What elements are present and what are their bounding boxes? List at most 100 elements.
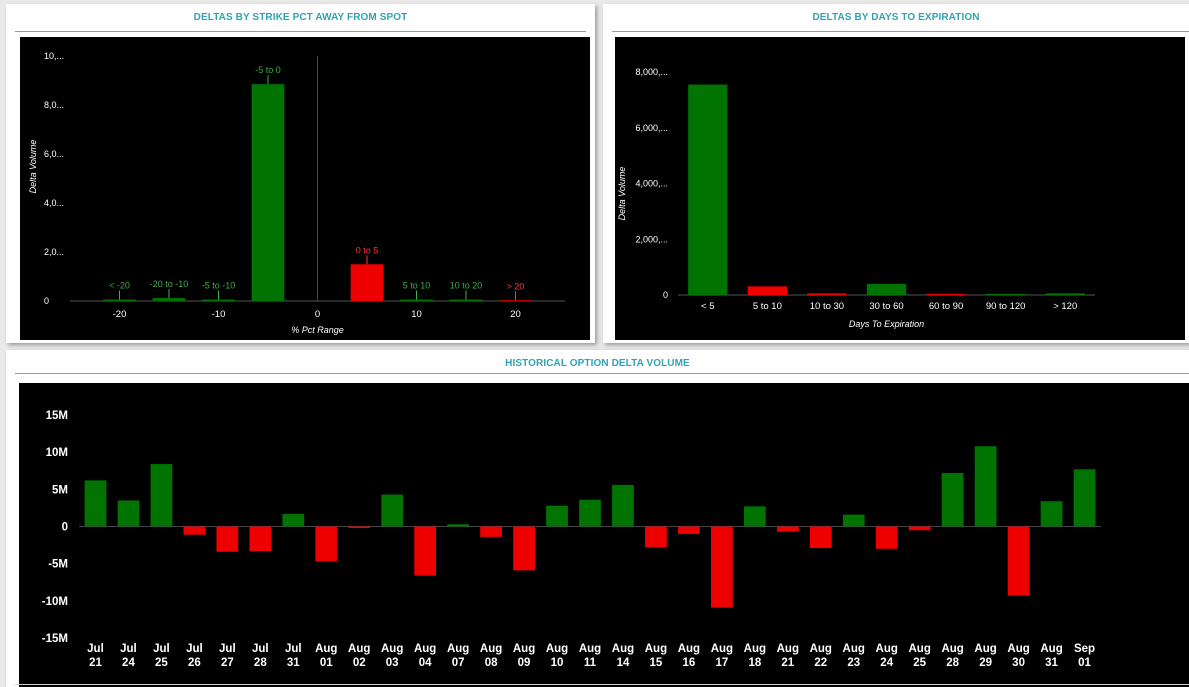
historical-x-tick-label: Aug 22 [810,643,832,669]
historical-x-tick-label: Aug 11 [579,643,601,669]
historical-bar [1073,469,1096,527]
historical-x-tick-day: 21 [89,657,102,669]
historical-bar [381,494,404,527]
strike-bar [202,299,235,301]
historical-x-tick-month: Aug [974,643,996,655]
historical-x-tick-label: Aug 17 [711,643,733,669]
expiration-bar [1045,293,1085,295]
strike-bar [251,84,285,301]
historical-x-tick-label: Aug 24 [876,643,898,669]
historical-bar [1007,526,1030,596]
historical-x-tick-label: Jul 27 [219,643,236,669]
historical-x-tick-day: 31 [287,657,300,669]
historical-bar [743,506,766,527]
historical-x-tick-day: 28 [254,657,267,669]
historical-x-tick-label: Aug 21 [777,643,799,669]
historical-x-tick-label: Aug 25 [908,643,930,669]
strike-chart-panel: DELTAS BY STRIKE PCT AWAY FROM SPOT 10,.… [6,4,595,343]
historical-bar [1040,501,1063,527]
strike-x-tick-label: 0 [315,309,320,320]
expiration-x-tick-label: 5 to 10 [753,301,782,312]
historical-x-tick-label: Aug 18 [744,643,766,669]
historical-x-tick-day: 29 [979,657,992,669]
strike-bar-label: > 20 [507,281,525,291]
strike-y-tick-label: 0 [44,296,49,306]
historical-x-tick-label: Jul 25 [153,643,170,669]
historical-bar [249,526,272,552]
strike-y-axis-label: Delta Volume [28,140,38,194]
expiration-y-tick-label: 6,000,... [635,123,668,133]
historical-x-tick-day: 25 [155,657,168,669]
historical-y-tick-label: 15M [46,410,68,422]
historical-x-tick-day: 08 [485,657,498,669]
strike-bar [499,300,532,302]
historical-x-tick-month: Aug [876,643,898,655]
historical-bar [908,526,931,531]
historical-x-tick-label: Aug 16 [678,643,700,669]
expiration-y-axis-label: Delta Volume [617,167,627,221]
historical-x-tick-month: Aug [1040,643,1062,655]
historical-x-tick-label: Aug 29 [974,643,996,669]
historical-bar [546,505,568,527]
expiration-chart-area: 8,000,... 6,000,... 4,000,... 2,000,... 0 < 5… [615,37,1185,340]
expiration-y-tick-label: 8,000,... [635,67,668,77]
expiration-y-tick-label: 0 [663,290,668,300]
historical-x-tick-month: Aug [513,643,535,655]
expiration-x-tick-label: 60 to 90 [929,301,963,312]
strike-bar-label: -5 to -10 [202,281,236,291]
strike-y-tick-label: 8,0... [44,100,64,110]
historical-bar [183,526,206,535]
historical-bar [579,499,601,527]
historical-x-tick-month: Jul [219,643,236,655]
historical-x-tick-day: 17 [715,657,728,669]
historical-x-tick-label: Aug 03 [381,643,403,669]
historical-y-tick-label: 5M [52,484,68,496]
historical-x-tick-label: Aug 28 [941,643,963,669]
historical-bar [612,484,634,527]
historical-bar [809,526,832,549]
historical-bottom-divider [15,684,1189,685]
strike-bar-label: 5 to 10 [403,281,431,291]
historical-bar [150,464,173,527]
strike-x-tick-label: 10 [411,309,422,320]
historical-x-tick-day: 03 [386,657,399,669]
historical-x-tick-month: Aug [843,643,865,655]
historical-x-tick-day: 04 [419,657,432,669]
historical-bar [678,526,700,534]
historical-x-tick-month: Aug [711,643,733,655]
historical-y-tick-label: -15M [42,633,68,645]
historical-x-tick-day: 25 [913,657,926,669]
historical-x-tick-label: Aug 07 [447,643,469,669]
historical-x-tick-month: Aug [315,643,337,655]
expiration-x-tick-label: 10 to 30 [810,301,844,312]
historical-x-tick-day: 26 [188,657,201,669]
historical-bar [645,526,667,548]
historical-x-tick-day: 27 [221,657,234,669]
historical-x-tick-day: 21 [781,657,794,669]
historical-x-tick-day: 28 [946,657,959,669]
historical-bar [117,500,140,527]
historical-bar [710,526,733,608]
expiration-x-axis-label: Days To Expiration [849,319,924,329]
historical-x-tick-label: Sep 01 [1074,643,1095,669]
historical-x-tick-month: Aug [381,643,403,655]
strike-bar [400,299,433,301]
historical-x-tick-label: Aug 04 [414,643,436,669]
historical-bar [414,526,437,576]
historical-x-tick-month: Aug [678,643,700,655]
historical-x-tick-month: Aug [546,643,568,655]
historical-x-tick-month: Aug [348,643,370,655]
historical-x-tick-month: Aug [447,643,469,655]
historical-x-tick-day: 18 [748,657,761,669]
expiration-chart-panel: DELTAS BY DAYS TO EXPIRATION 8,000,... 6,… [603,4,1189,343]
historical-bar [282,513,305,527]
historical-x-tick-month: Sep [1074,643,1095,655]
historical-x-tick-label: Aug 30 [1007,643,1029,669]
historical-x-tick-month: Jul [186,643,203,655]
strike-bar-label: < -20 [109,281,130,291]
historical-x-tick-day: 22 [814,657,827,669]
expiration-bar [688,84,728,295]
historical-x-tick-month: Aug [645,643,667,655]
historical-x-tick-label: Aug 09 [513,643,535,669]
historical-x-tick-label: Jul 21 [87,643,104,669]
